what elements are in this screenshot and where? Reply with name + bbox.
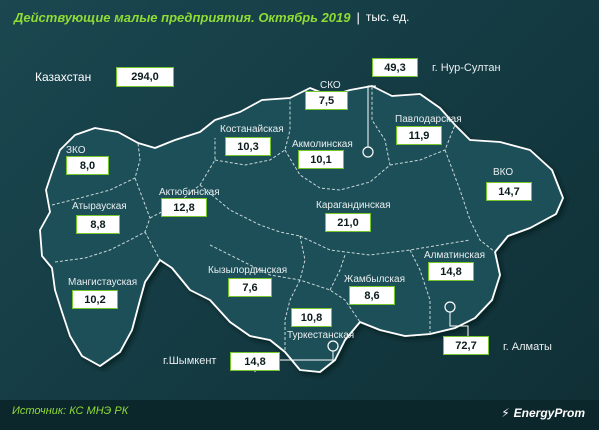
region-value-pavlodar: 11,9 [396,126,442,145]
brand-logo: ⚡ EnergyProm [501,406,585,420]
region-name-zhambyl: Жамбылская [344,274,405,285]
region-value-mangistau: 10,2 [72,290,118,309]
city-value-nursultan: 49,3 [372,58,418,77]
unit-label: тыс. ед. [365,10,410,24]
region-value-karaganda: 21,0 [325,213,371,232]
shymkent-marker [327,340,339,352]
region-name-atyrau: Атырауская [72,201,127,212]
region-name-aktobe: Актюбинская [159,187,220,198]
region-value-zko: 8,0 [66,156,109,175]
region-borders [51,86,496,352]
kazakhstan-map [39,85,564,373]
region-name-sko: СКО [320,80,341,91]
region-value-sko: 7,5 [305,91,348,110]
region-value-turkestan: 10,8 [291,308,332,327]
region-value-kyzylorda: 7,6 [228,278,272,297]
city-value-almaty: 72,7 [443,336,489,355]
city-name-shymkent: г.Шымкент [163,355,217,367]
region-name-kostanay: Костанайская [220,124,284,135]
footer-bar [0,400,599,430]
region-name-akmola: Акмолинская [292,139,353,150]
region-value-aktobe: 12,8 [161,198,207,217]
region-name-pavlodar: Павлодарская [395,114,462,125]
total-label: Казахстан [35,70,92,84]
region-name-zko: ЗКО [66,145,86,156]
country-outline [39,85,564,373]
nursultan-marker [362,146,374,158]
city-name-nursultan: г. Нур-Султан [432,62,501,74]
region-value-kostanay: 10,3 [225,137,271,156]
region-value-almaty-obl: 14,8 [428,262,474,281]
title-separator: | [356,9,360,25]
region-value-akmola: 10,1 [298,150,344,169]
total-value: 294,0 [116,67,174,87]
title-bar: Действующие малые предприятия. Октябрь 2… [0,0,599,34]
energyprom-logo-icon: ⚡ [501,406,510,420]
region-name-vko: ВКО [493,167,514,178]
region-name-turkestan: Туркестанская [287,330,355,341]
page-title: Действующие малые предприятия. Октябрь 2… [14,9,351,25]
city-name-almaty: г. Алматы [503,341,552,353]
city-value-shymkent: 14,8 [230,352,280,371]
region-value-atyrau: 8,8 [76,215,120,234]
region-value-vko: 14,7 [486,182,532,201]
region-name-karaganda: Карагандинская [316,200,391,211]
brand-name: EnergyProm [513,406,585,420]
region-name-almaty-obl: Алматинская [424,250,485,261]
region-name-kyzylorda: Кызылординская [208,265,288,276]
source-note: Источник: КС МНЭ РК [12,405,129,417]
almaty-marker [444,301,456,313]
region-name-mangistau: Мангистауская [68,277,138,288]
region-value-zhambyl: 8,6 [349,286,395,305]
